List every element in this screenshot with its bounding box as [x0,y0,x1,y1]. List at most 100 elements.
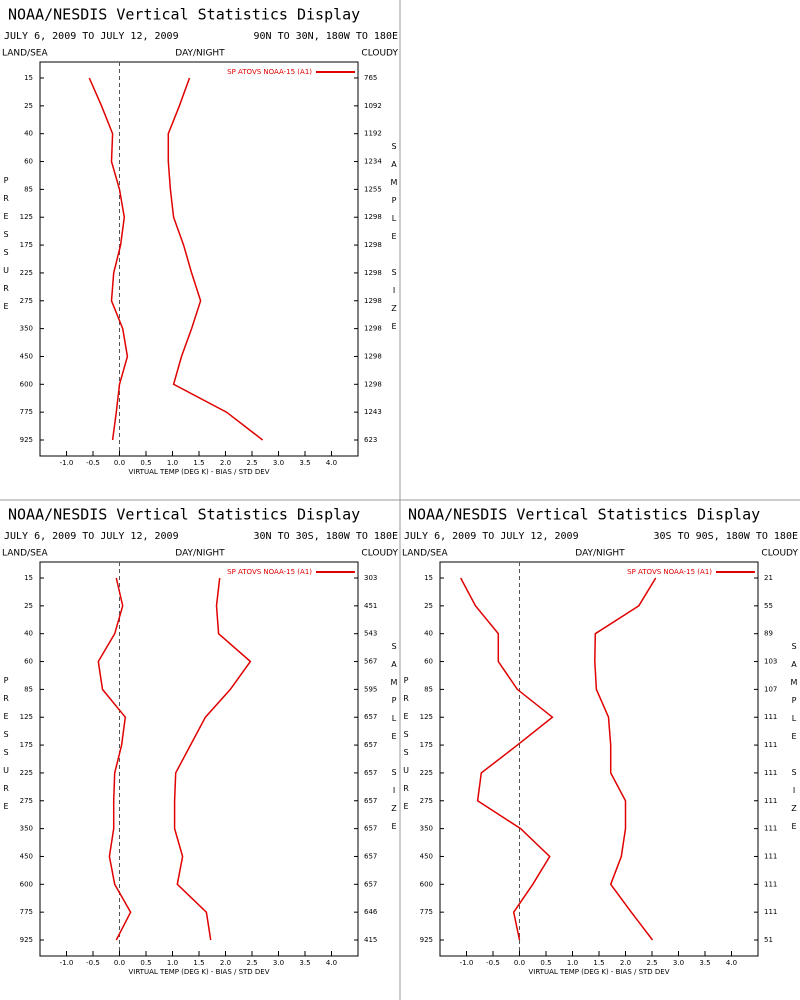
y-tick-label: 275 [20,297,33,305]
y-tick-label: 125 [20,713,33,721]
sample-size-label: 1298 [364,297,382,305]
sample-size-label: 1092 [364,102,382,110]
y-tick-label: 600 [420,880,433,888]
y-tick-label: 275 [420,797,433,805]
sample-size-label: 657 [364,713,377,721]
sample-size-label: 657 [364,797,377,805]
sample-size-label: 1255 [364,185,382,193]
region: 30S TO 90S, 180W TO 180E [654,531,799,542]
x-tick-label: 4.0 [726,959,737,967]
date-range: JULY 6, 2009 TO JULY 12, 2009 [4,31,179,42]
header-label: DAY/NIGHT [175,49,225,59]
y-tick-label: 15 [24,74,33,82]
y-axis-label: PRESSURE [402,676,411,820]
sample-size-label: 111 [764,880,777,888]
header-label: LAND/SEA [402,549,448,559]
legend-label: SP ATOVS NOAA-15 (A1) [227,68,312,76]
x-tick-label: 2.0 [220,459,231,467]
y-tick-label: 225 [20,769,33,777]
header-label: CLOUDY [761,549,798,559]
y-tick-label: 85 [24,685,33,693]
y-tick-label: 60 [24,158,33,166]
x-tick-label: 3.0 [273,959,284,967]
y-tick-label: 25 [24,102,33,110]
x-tick-label: -0.5 [86,459,100,467]
date-range: JULY 6, 2009 TO JULY 12, 2009 [404,531,579,542]
x-tick-label: 0.0 [114,459,125,467]
region: 90N TO 30N, 180W TO 180E [254,31,399,42]
x-tick-label: -1.0 [460,959,474,967]
y-tick-label: 925 [20,436,33,444]
y-tick-label: 175 [420,741,433,749]
sample-size-label: 1192 [364,130,382,138]
y-tick-label: 600 [20,880,33,888]
sample-size-label: 657 [364,852,377,860]
x-tick-label: 2.5 [246,459,257,467]
y-tick-label: 40 [24,130,33,138]
region: 30N TO 30S, 180W TO 180E [254,531,399,542]
y-tick-label: 450 [20,352,33,360]
sample-size-label: 21 [764,574,773,582]
x-tick-label: 1.0 [167,459,178,467]
y-tick-label: 60 [424,658,433,666]
header-label: CLOUDY [361,49,398,59]
sample-size-label: 657 [364,769,377,777]
x-tick-label: 1.5 [193,459,204,467]
x-tick-label: 0.5 [540,959,551,967]
date-range: JULY 6, 2009 TO JULY 12, 2009 [4,531,179,542]
x-tick-label: -1.0 [60,459,74,467]
y-tick-label: 925 [20,936,33,944]
sample-size-label: 543 [364,630,377,638]
header-label: LAND/SEA [2,549,48,559]
x-tick-label: 3.0 [273,459,284,467]
x-tick-label: 1.0 [167,959,178,967]
y-tick-label: 60 [24,658,33,666]
y-tick-label: 125 [20,213,33,221]
sample-size-label: 303 [364,574,377,582]
sample-size-label: 111 [764,769,777,777]
y-tick-label: 85 [424,685,433,693]
sample-size-label: 623 [364,436,377,444]
y-tick-label: 40 [424,630,433,638]
header-label: CLOUDY [361,549,398,559]
header-label: DAY/NIGHT [575,549,625,559]
sample-size-label: 451 [364,602,377,610]
x-tick-label: 4.0 [326,959,337,967]
x-tick-label: 3.5 [699,959,710,967]
sample-size-label: 657 [364,741,377,749]
y-tick-label: 600 [20,380,33,388]
sample-size-label: 595 [364,685,377,693]
y-tick-label: 25 [424,602,433,610]
x-tick-label: -0.5 [486,959,500,967]
y-tick-label: 775 [20,908,33,916]
x-tick-label: 2.5 [246,959,257,967]
sample-size-label: 107 [764,685,777,693]
sample-size-label: 567 [364,658,377,666]
x-tick-label: 3.5 [299,459,310,467]
x-tick-label: 1.0 [567,959,578,967]
sample-size-label: 1243 [364,408,382,416]
y2-axis-label: SAMPLE SIZE [390,142,399,340]
chart-panel: NOAA/NESDIS Vertical Statistics Display J… [2,6,399,477]
chart-title: NOAA/NESDIS Vertical Statistics Display [8,6,360,24]
sample-size-label: 1298 [364,325,382,333]
x-tick-label: 2.0 [220,959,231,967]
x-axis-label: VIRTUAL TEMP (DEG K) - BIAS / STD DEV [128,968,269,976]
y-tick-label: 175 [20,241,33,249]
sample-size-label: 111 [764,713,777,721]
header-label: LAND/SEA [2,49,48,59]
sample-size-label: 111 [764,741,777,749]
sample-size-label: 1298 [364,380,382,388]
y-tick-label: 350 [20,325,33,333]
sample-size-label: 646 [364,908,378,916]
x-tick-label: 1.5 [593,959,604,967]
legend-label: SP ATOVS NOAA-15 (A1) [627,568,712,576]
x-tick-label: 2.0 [620,959,631,967]
y-tick-label: 775 [20,408,33,416]
y-tick-label: 25 [24,602,33,610]
sample-size-label: 111 [764,825,777,833]
y-tick-label: 225 [20,269,33,277]
sample-size-label: 1234 [364,158,382,166]
chart-panel: NOAA/NESDIS Vertical Statistics Display J… [402,506,799,977]
series-line [173,577,252,941]
